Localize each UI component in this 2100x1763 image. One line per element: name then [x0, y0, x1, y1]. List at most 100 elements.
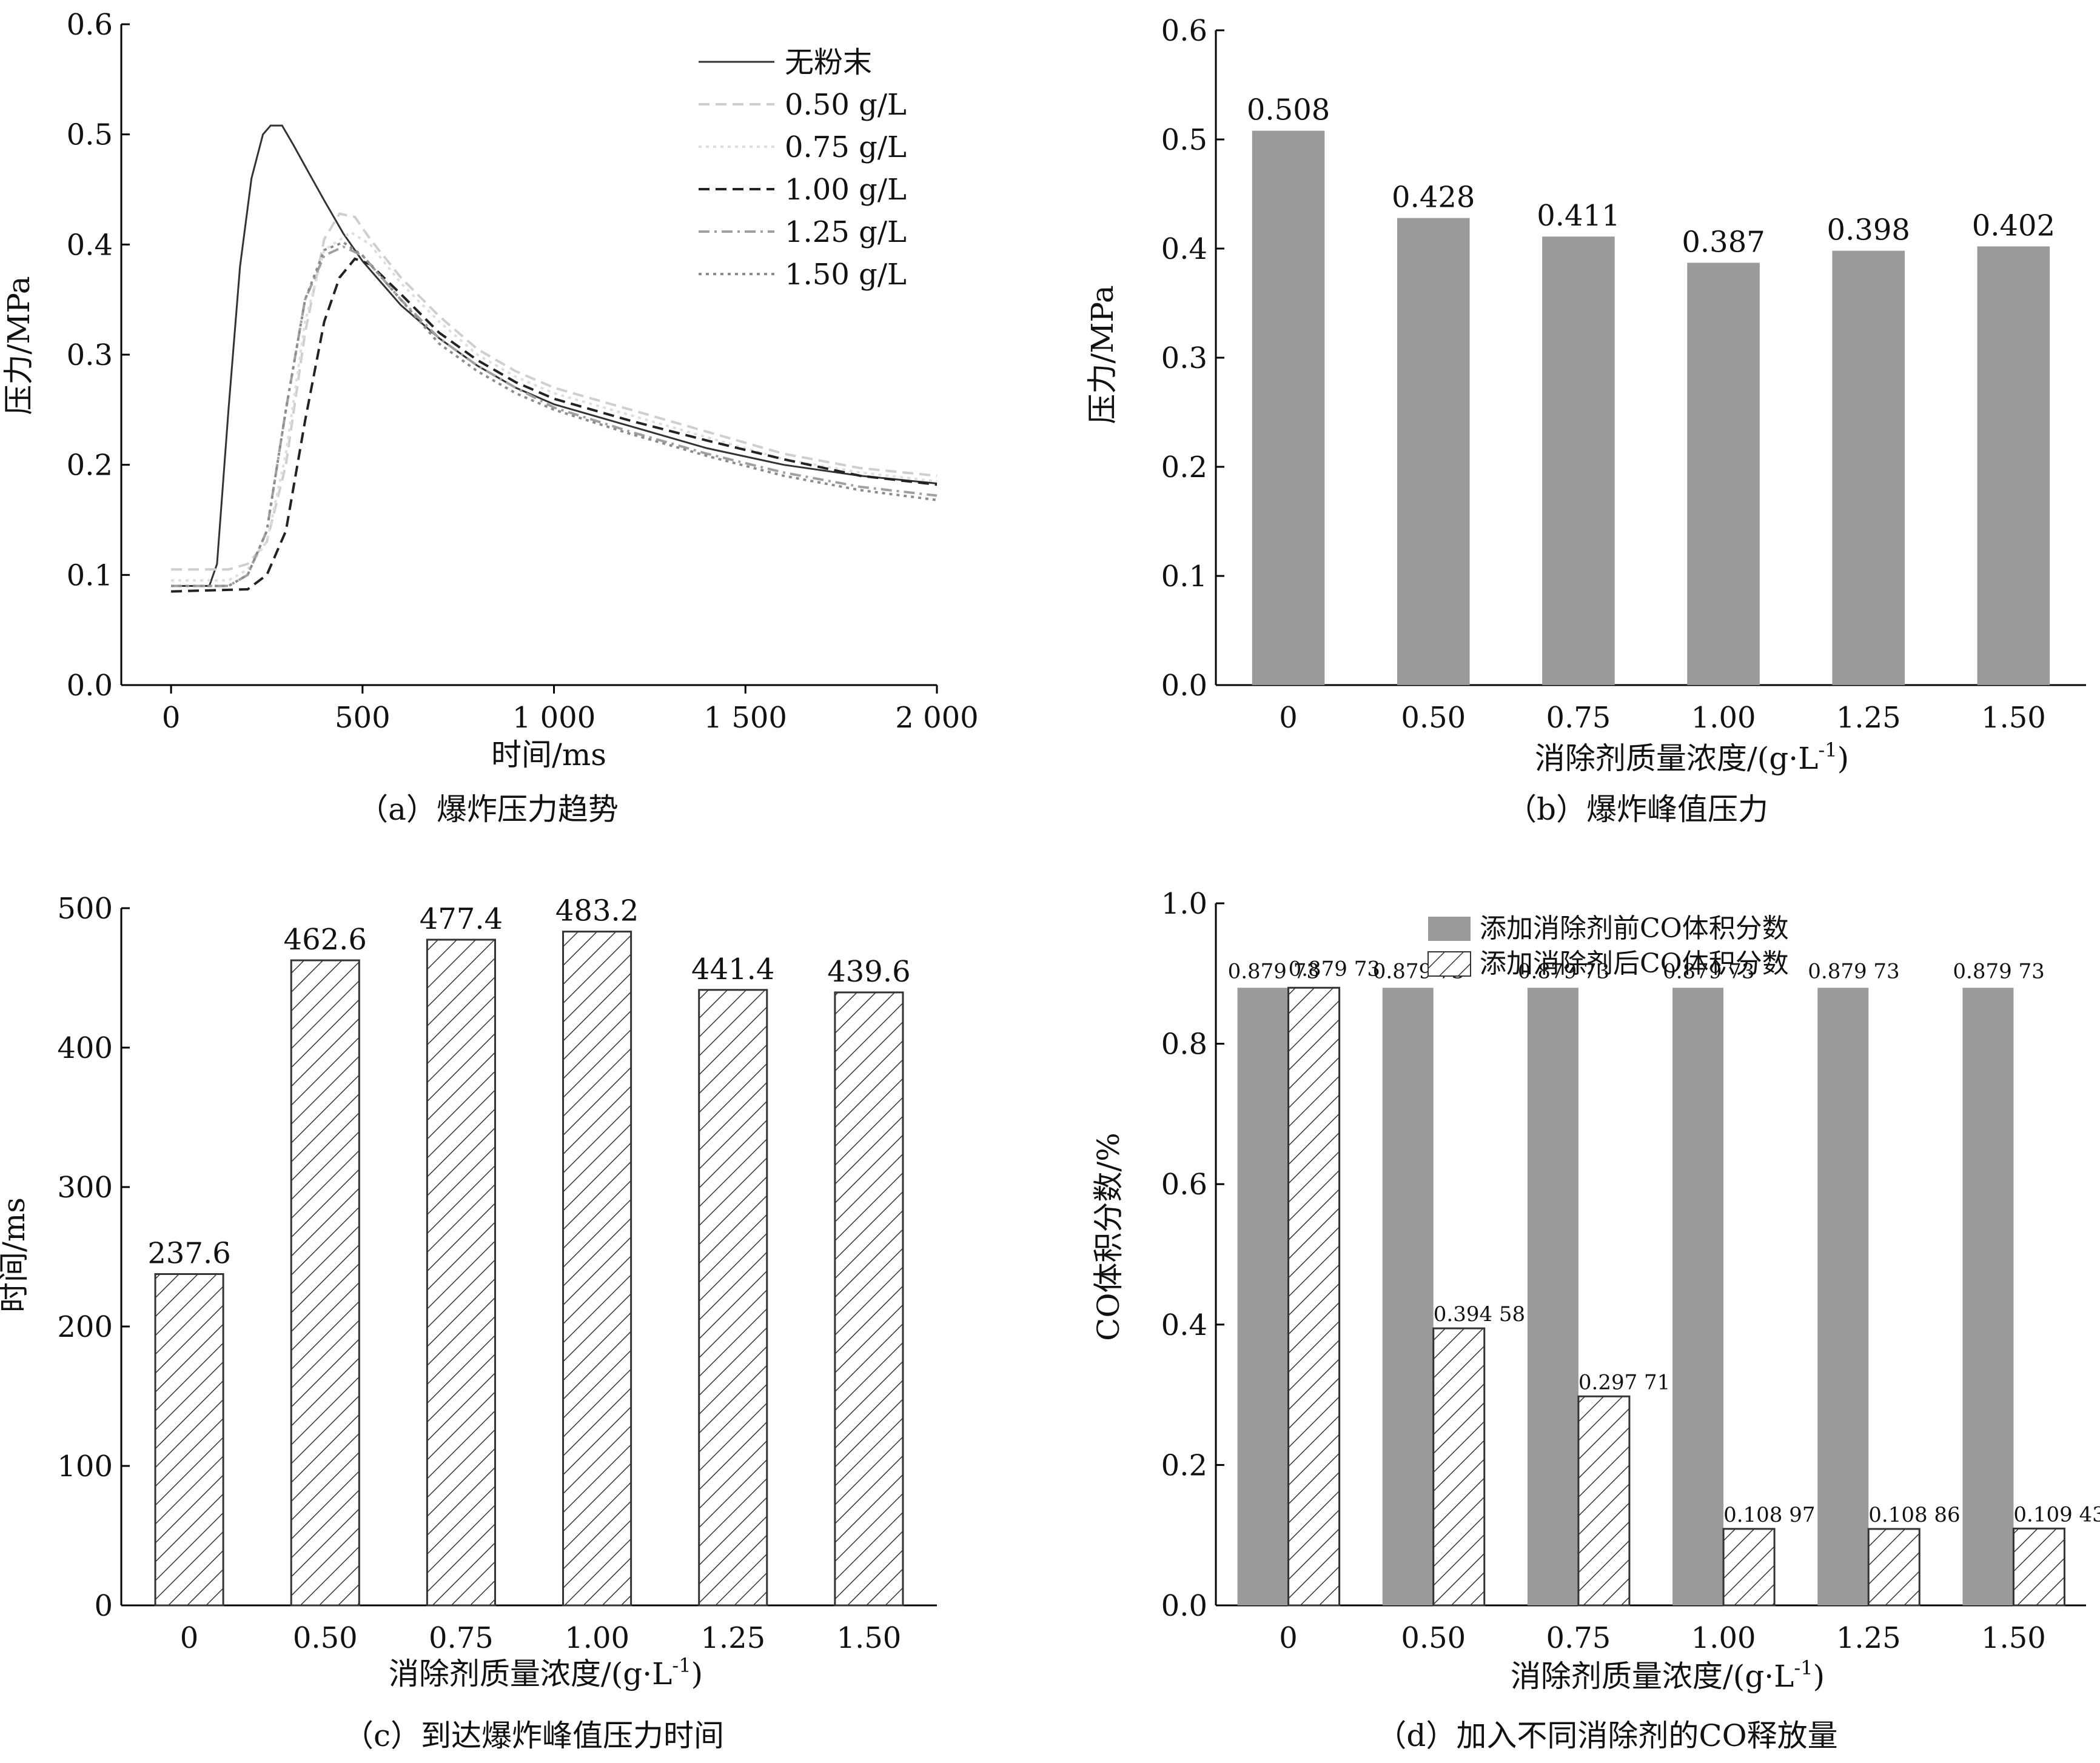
chart-b-x-tick-label: 0.50 — [1401, 701, 1466, 735]
chart-b-bar — [1252, 130, 1325, 686]
chart-d-legend-label: 添加消除剂前CO体积分数 — [1480, 913, 1789, 944]
chart-c-value-label: 483.2 — [555, 894, 639, 928]
chart-a-y-tick-label: 0.6 — [67, 8, 113, 42]
chart-a-ylabel: 压力/MPa — [1, 276, 36, 415]
chart-c-value-label: 441.4 — [691, 952, 774, 986]
chart-c-xlabel: 消除剂质量浓度/(g·L-1) — [389, 1654, 703, 1691]
chart-b-y-tick-label: 0.3 — [1161, 341, 1207, 375]
chart-d-y-tick-label: 1.0 — [1161, 887, 1207, 921]
chart-b-value-label: 0.387 — [1682, 225, 1765, 259]
chart-b-value-label: 0.402 — [1972, 209, 2055, 243]
chart-d-bar-before — [1672, 988, 1724, 1605]
chart-c-x-tick-label: 1.00 — [565, 1621, 629, 1655]
chart-a-legend-label: 0.50 g/L — [785, 88, 907, 122]
chart-c-bar — [834, 991, 904, 1607]
chart-b-x-tick-label: 0.75 — [1546, 701, 1611, 735]
chart-b-y-tick-label: 0.2 — [1161, 450, 1207, 484]
chart-b-bars: 0.508 0.428 0.411 0.387 0.398 0.402 — [1247, 93, 2055, 686]
chart-d-value-label-before: 0.879 73 — [1953, 959, 2044, 983]
chart-a-series-line — [171, 241, 938, 587]
chart-b-x-tick-label: 0 — [1279, 701, 1298, 735]
chart-d-x-tick-label: 1.25 — [1836, 1621, 1901, 1655]
chart-d-x-tick-label: 1.50 — [1981, 1621, 2046, 1655]
chart-b-x-tick-label: 1.00 — [1691, 701, 1756, 735]
chart-c: 0 100 200 300 400 500 0 0.50 0.75 1.00 1.25 1.50 23… — [0, 892, 937, 1753]
chart-a-x-tick-label: 500 — [335, 701, 391, 735]
chart-d-value-label-before: 0.879 73 — [1663, 959, 1754, 983]
chart-d-y-tick-label: 0.2 — [1161, 1448, 1207, 1482]
chart-a-y-tick-label: 0.4 — [67, 228, 113, 262]
chart-a-x-tick-label: 2 000 — [895, 701, 978, 735]
chart-c-y-tick-label: 300 — [57, 1171, 113, 1205]
chart-d-x-tick-label: 0.75 — [1546, 1621, 1611, 1655]
chart-a-legend-label: 0.75 g/L — [785, 130, 907, 164]
chart-d-xlabel: 消除剂质量浓度/(g·L-1) — [1511, 1656, 1825, 1694]
chart-c-x-tick-label: 0 — [180, 1621, 199, 1655]
chart-b-y-tick-label: 0.4 — [1161, 232, 1207, 266]
chart-a-x-tick-label: 1 000 — [512, 701, 595, 735]
chart-c-y-tick-label: 500 — [57, 892, 113, 926]
chart-d-x-tick-label: 1.00 — [1691, 1621, 1756, 1655]
chart-b-bar — [1977, 246, 2050, 685]
chart-b-value-label: 0.428 — [1392, 181, 1475, 215]
chart-c-bar — [290, 959, 360, 1607]
chart-c-x-tick-label: 1.50 — [836, 1621, 901, 1655]
chart-c-x-tick-label: 1.25 — [700, 1621, 765, 1655]
chart-b-y-tick-label: 0.1 — [1161, 560, 1207, 594]
chart-b: 0.0 0.1 0.2 0.3 0.4 0.5 0.6 0 0.50 0.75 1.00 1.25 1.… — [1085, 14, 2086, 827]
chart-c-axes: 0 100 200 300 400 500 0 0.50 0.75 1.00 1.25 1.50 — [57, 892, 937, 1655]
chart-c-bar — [154, 1273, 224, 1607]
chart-c-y-tick-label: 0 — [94, 1589, 113, 1623]
chart-d-bar-before — [1962, 988, 2014, 1605]
chart-c-caption: （c）到达爆炸峰值压力时间 — [343, 1718, 724, 1753]
chart-b-xlabel-sup: -1 — [1818, 738, 1837, 761]
chart-b-axes: 0.0 0.1 0.2 0.3 0.4 0.5 0.6 0 0.50 0.75 1.00 1.25 1.… — [1161, 14, 2086, 735]
chart-b-value-label: 0.411 — [1537, 199, 1620, 233]
chart-d-bar-after — [1432, 1327, 1486, 1607]
chart-d-value-label-before: 0.879 73 — [1228, 959, 1320, 983]
chart-d-bar-before — [1527, 988, 1578, 1605]
chart-c-x-tick-label: 0.50 — [293, 1621, 358, 1655]
chart-d-y-tick-label: 0.6 — [1161, 1168, 1207, 1202]
chart-a-y-tick-label: 0.5 — [67, 118, 113, 152]
chart-a-y-tick-label: 0.2 — [67, 449, 113, 483]
chart-d-value-label-after: 0.394 58 — [1434, 1302, 1525, 1326]
chart-b-x-tick-label: 1.25 — [1836, 701, 1901, 735]
chart-c-value-label: 462.6 — [284, 923, 367, 957]
chart-a-x-tick-label: 0 — [162, 701, 181, 735]
chart-a-series — [171, 124, 938, 593]
chart-d-value-label-after: 0.879 73 — [1289, 957, 1380, 981]
chart-d-value-label-before: 0.879 73 — [1518, 959, 1609, 983]
chart-d-bars: 0.879 730.879 730.879 730.394 580.879 73… — [1228, 957, 2100, 1607]
chart-a-series-line — [171, 245, 938, 587]
chart-d-bar-before — [1382, 988, 1434, 1605]
chart-d: 0.00.20.40.60.81.00 0.50 0.75 1.00 1.25 1.50 … — [1091, 887, 2100, 1753]
chart-a-caption: （a）爆炸压力趋势 — [358, 792, 619, 827]
chart-b-value-label: 0.398 — [1827, 213, 1910, 247]
chart-a-legend-label: 1.50 g/L — [785, 258, 907, 292]
chart-b-bar — [1542, 236, 1615, 685]
chart-a-x-tick-label: 1 500 — [704, 701, 787, 735]
chart-d-value-label-after: 0.108 86 — [1868, 1503, 1960, 1527]
chart-a-y-tick-label: 0.1 — [67, 558, 113, 592]
chart-c-y-tick-label: 100 — [57, 1450, 113, 1484]
chart-b-y-tick-label: 0.5 — [1161, 123, 1207, 157]
chart-a-y-tick-label: 0.3 — [67, 338, 113, 372]
chart-d-y-tick-label: 0.4 — [1161, 1308, 1207, 1342]
chart-c-bars: 237.6 462.6 477.4 483.2 441.4 439.6 — [147, 894, 911, 1607]
chart-b-bar — [1687, 263, 1760, 685]
chart-b-caption: （b）爆炸峰值压力 — [1506, 792, 1768, 827]
chart-c-value-label: 477.4 — [420, 902, 503, 936]
chart-c-ylabel: 时间/ms — [0, 1197, 32, 1313]
chart-a-axes: 0.0 0.1 0.2 0.3 0.4 0.5 0.6 0 500 1 000 1 500 2 000 — [67, 8, 979, 735]
chart-c-value-label: 439.6 — [827, 955, 910, 989]
chart-b-xlabel: 消除剂质量浓度/(g·L-1) — [1535, 738, 1849, 776]
chart-c-bar — [426, 938, 496, 1607]
chart-b-bar — [1832, 250, 1905, 686]
chart-d-bar-before — [1817, 988, 1869, 1605]
chart-d-x-tick-label: 0.50 — [1401, 1621, 1466, 1655]
chart-d-caption: （d）加入不同消除剂的CO释放量 — [1376, 1718, 1837, 1753]
chart-c-y-tick-label: 400 — [57, 1031, 113, 1065]
chart-a-xlabel: 时间/ms — [491, 737, 606, 772]
